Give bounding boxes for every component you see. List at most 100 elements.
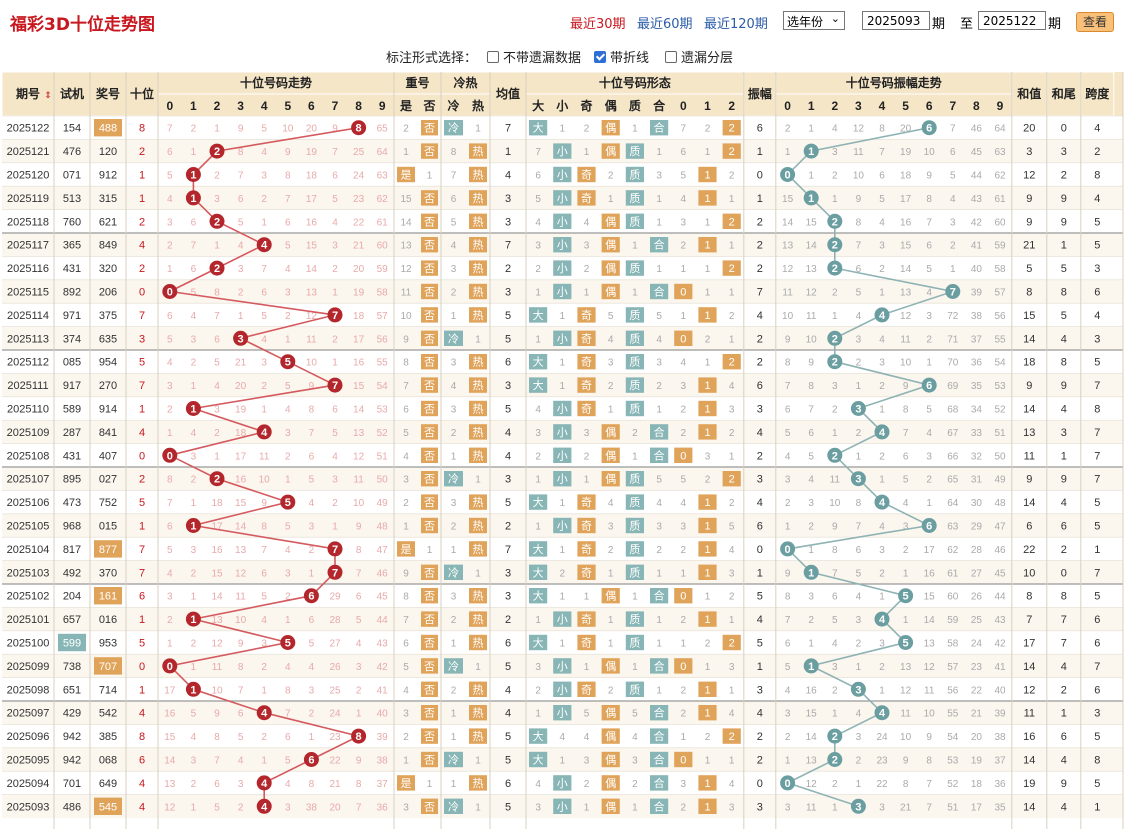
to-issue-input[interactable]: 2025122 bbox=[978, 11, 1046, 30]
coldhot-highlight bbox=[469, 775, 487, 791]
form-value: 奇 bbox=[581, 496, 592, 509]
amptrend-omission: 1 bbox=[832, 311, 838, 322]
sum-value: 16 bbox=[1023, 731, 1035, 743]
trend-omission: 38 bbox=[377, 756, 389, 767]
repeat-omission: 11 bbox=[401, 288, 412, 299]
form-highlight bbox=[625, 354, 644, 370]
checkbox-icon[interactable] bbox=[487, 51, 499, 63]
sort-arrows-icon[interactable]: ⇕ bbox=[44, 90, 52, 100]
form-omission: 3 bbox=[608, 522, 614, 533]
form-omission: 2 bbox=[584, 264, 590, 275]
repeat-omission: 1 bbox=[427, 779, 433, 790]
form-omission: 4 bbox=[681, 194, 687, 205]
tens-hit-label: 8 bbox=[356, 123, 362, 135]
form-highlight bbox=[577, 517, 596, 534]
checkbox-checked-icon[interactable] bbox=[594, 51, 606, 63]
amptrend-omission: 72 bbox=[947, 311, 959, 322]
form-omission: 1 bbox=[705, 756, 711, 767]
span-value: 4 bbox=[1094, 193, 1100, 205]
recent-120-link[interactable]: 最近120期 bbox=[704, 17, 768, 32]
form-omission: 4 bbox=[656, 498, 662, 509]
issue-number: 2025120 bbox=[7, 170, 50, 182]
option-no-omission[interactable]: 不带遗漏数据 bbox=[487, 47, 581, 66]
coldhot-highlight bbox=[469, 283, 487, 300]
amptrend-omission: 38 bbox=[994, 732, 1006, 743]
amptrend-omission: 5 bbox=[856, 568, 862, 579]
trend-omission: 3 bbox=[191, 756, 197, 767]
option-polyline[interactable]: 带折线 bbox=[594, 47, 649, 66]
form-omission: 5 bbox=[681, 171, 687, 182]
form-highlight bbox=[722, 143, 741, 159]
amp-hit-label: 1 bbox=[808, 193, 814, 205]
recent-60-link[interactable]: 最近60期 bbox=[637, 17, 693, 32]
amptrend-omission: 5 bbox=[903, 475, 909, 486]
trend-omission: 1 bbox=[167, 428, 173, 439]
trend-omission: 2 bbox=[285, 592, 291, 603]
trend-omission: 7 bbox=[191, 241, 197, 252]
form-value: 质 bbox=[629, 215, 640, 228]
form-value: 质 bbox=[629, 309, 640, 322]
tens-hit-ball bbox=[280, 494, 296, 510]
table-row bbox=[2, 630, 1123, 655]
form-value: 1 bbox=[704, 170, 710, 182]
prize-number: 545 bbox=[99, 801, 117, 813]
test-number: 476 bbox=[63, 146, 81, 158]
test-number: 651 bbox=[63, 684, 81, 696]
trend-omission: 4 bbox=[261, 334, 267, 345]
form-sub-header: 小 bbox=[556, 98, 568, 113]
repeat-value: 否 bbox=[424, 380, 435, 392]
form-omission: 1 bbox=[560, 311, 566, 322]
form-value: 合 bbox=[654, 121, 665, 135]
issue-number: 2025105 bbox=[7, 521, 50, 533]
amptrend-omission: 1 bbox=[856, 451, 862, 462]
form-value: 质 bbox=[629, 262, 640, 275]
form-value: 质 bbox=[629, 496, 640, 509]
amptrend-omission: 41 bbox=[994, 662, 1006, 673]
form-omission: 2 bbox=[705, 732, 711, 743]
trend-omission: 5 bbox=[309, 475, 315, 486]
repeat-highlight bbox=[397, 166, 415, 183]
amptrend-omission: 3 bbox=[856, 334, 862, 345]
tail-value: 9 bbox=[1061, 778, 1067, 790]
coldhot-omission: 2 bbox=[451, 288, 457, 299]
amp-hit-label: 2 bbox=[832, 450, 838, 462]
recent-30-link[interactable]: 最近30期 bbox=[570, 17, 626, 32]
trend-omission: 11 bbox=[235, 592, 246, 603]
span-value: 7 bbox=[1094, 661, 1100, 673]
form-omission: 1 bbox=[729, 241, 735, 252]
coldhot-highlight bbox=[469, 400, 487, 417]
test-highlight bbox=[58, 633, 86, 652]
form-omission: 1 bbox=[608, 194, 614, 205]
trend-omission: 3 bbox=[332, 475, 338, 486]
form-omission: 3 bbox=[535, 241, 541, 252]
form-omission: 3 bbox=[681, 217, 687, 228]
view-button[interactable]: 查看 bbox=[1076, 12, 1114, 32]
tail-value: 2 bbox=[1061, 170, 1067, 182]
form-omission: 1 bbox=[608, 405, 614, 416]
form-value: 合 bbox=[654, 448, 665, 462]
form-highlight bbox=[625, 681, 644, 697]
amptrend-omission: 24 bbox=[971, 639, 983, 650]
form-omission: 4 bbox=[584, 732, 590, 743]
form-sub-header: 0 bbox=[680, 99, 687, 113]
form-omission: 1 bbox=[656, 194, 662, 205]
from-issue-input[interactable]: 2025093 bbox=[862, 11, 930, 30]
amp-hit-label: 3 bbox=[855, 684, 861, 696]
repeat-value: 否 bbox=[424, 638, 435, 650]
coldhot-highlight bbox=[469, 213, 487, 229]
trend-omission: 36 bbox=[377, 802, 389, 813]
coldhot-value: 热 bbox=[473, 309, 484, 322]
trend-omission: 3 bbox=[285, 802, 291, 813]
test-number: 431 bbox=[63, 450, 81, 462]
amptrend-omission: 12 bbox=[900, 311, 912, 322]
form-omission: 2 bbox=[584, 779, 590, 790]
trend-omission: 6 bbox=[285, 732, 291, 743]
year-select[interactable]: 选年份 ⌄ bbox=[783, 11, 845, 30]
amptrend-omission: 34 bbox=[971, 405, 983, 416]
trend-omission: 7 bbox=[285, 194, 291, 205]
option-omission-layer[interactable]: 遗漏分层 bbox=[665, 47, 733, 66]
checkbox-icon[interactable] bbox=[665, 51, 677, 63]
amptrend-omission: 51 bbox=[947, 802, 959, 813]
trend-omission: 11 bbox=[353, 475, 364, 486]
amptrend-omission: 11 bbox=[806, 311, 817, 322]
